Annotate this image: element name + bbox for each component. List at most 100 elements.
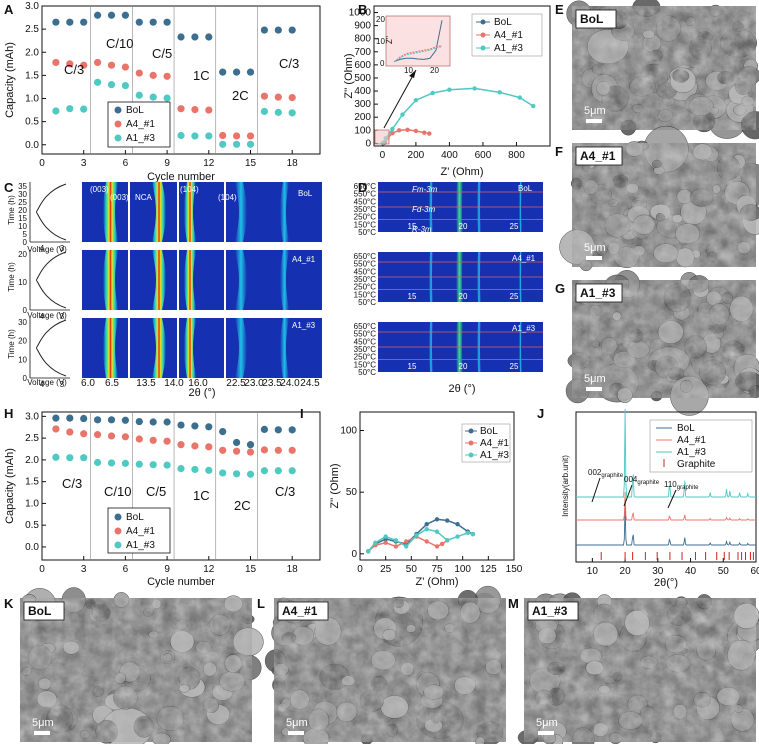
panel-e-sem-image: BoL 5μm (566, 0, 759, 140)
panel-j-legend-graphite: Graphite (677, 459, 716, 470)
panel-m-sem-image: A1_#3 5μm (517, 592, 759, 744)
pi-point-2-1 (373, 540, 378, 545)
semG-scale-label: 5μm (584, 373, 606, 385)
pb-ytick-0: 0 (365, 138, 371, 149)
pa-point-2-17 (288, 109, 296, 117)
panel-h-rate-capability: 0 3 6 9 12 15 18 0.0 0.5 1.0 1.5 2.0 2.5 3.0 C/3 C/10… (4, 411, 321, 588)
panel-c-time-tick-2-1: 10 (18, 355, 27, 364)
pb-ytick-2: 200 (354, 112, 371, 123)
panel-c-volt-tick-2-0: 4 (40, 380, 45, 389)
pa-point-2-9 (177, 131, 185, 140)
pa-point-0-5 (121, 11, 129, 19)
panel-j-legend-a4: A4_#1 (677, 435, 706, 446)
pb-xtick-3: 600 (475, 150, 492, 161)
panel-label-h: H (4, 406, 13, 421)
panel-label-d: D (358, 180, 367, 195)
ph-point-2-5 (121, 459, 129, 467)
panel-a-rate-1: C/3 (64, 62, 84, 77)
pi-series-1 (367, 535, 448, 552)
pb-ytick-8: 800 (354, 34, 371, 45)
pi-point-2-10 (465, 530, 470, 536)
pb-ytick-3: 300 (354, 99, 371, 110)
panel-c-sample-a1: A1_#3 (292, 321, 316, 330)
panel-b-frame (373, 5, 551, 147)
panel-b-inset-xtick-10: 10 (404, 66, 413, 75)
panel-label-j: J (537, 406, 544, 421)
panel-c-volt-label-1: Voltage (V) (27, 245, 67, 254)
pi-xtick-6: 150 (506, 564, 523, 575)
pi-xtick-1: 25 (380, 564, 392, 575)
ph-point-0-9 (177, 421, 185, 429)
pi-ytick-1: 50 (346, 487, 358, 498)
pa-point-0-14 (246, 68, 255, 76)
panel-b-xlabel: Z' (Ohm) (440, 166, 483, 178)
panel-b-legend-bol: BoL (494, 17, 512, 28)
panel-i-xlabel: Z' (Ohm) (415, 576, 458, 588)
pi-xtick-4: 100 (454, 564, 471, 575)
panel-c-xtick-1: 6.5 (105, 378, 119, 389)
panel-c-xtick-8: 24.0 (280, 378, 300, 389)
pb-point-2-7 (472, 86, 477, 91)
panel-a-rate-5: 2C (232, 88, 249, 103)
pa-point-1-16 (274, 93, 282, 101)
panel-j-series-0 (576, 504, 756, 546)
panel-d-temp-2-3: 350°C (354, 345, 377, 354)
ph-point-0-7 (149, 418, 157, 426)
ph-point-0-15 (260, 425, 268, 434)
panel-a-rate-capability: 0 3 6 9 12 15 18 0.0 0.5 1.0 1.5 2.0 2.5 3.0 C/3 C/10… (4, 1, 321, 183)
pb-point-2-6 (447, 87, 452, 92)
semF-scale-bar (586, 256, 602, 260)
pa-ytick-1: 0.5 (25, 117, 39, 128)
panel-b-legend-a4: A4_#1 (494, 30, 523, 41)
panel-c-map-0-peak-1 (152, 182, 166, 242)
pa-point-1-13 (233, 132, 241, 140)
panel-d-temp-0-0: 650°C (354, 182, 377, 191)
panel-c-volt-tick-0-0: 4 (40, 244, 45, 253)
panel-b-inset-ytick-20: 20 (376, 15, 385, 24)
pa-point-0-2 (80, 18, 88, 26)
ph-point-1-4 (107, 432, 116, 440)
panel-c-map-1-peak-1 (152, 250, 166, 310)
panel-d-sample-a1: A1_#3 (512, 324, 536, 333)
panel-d-phase-fd3m: Fd-3m (412, 205, 435, 214)
panel-c-volt-tick-2-1: 3 (60, 380, 65, 389)
pi-point-2-5 (414, 533, 419, 538)
pi-point-0-8 (445, 518, 450, 523)
panel-h-legend-bol: BoL (126, 512, 144, 523)
ph-point-0-1 (66, 414, 74, 422)
semM-tag-box (527, 601, 579, 621)
pa-xtick-3: 9 (164, 158, 170, 169)
panel-j-arrow-0 (591, 477, 601, 503)
panel-d-temp-1-0: 650°C (354, 252, 377, 261)
pa-point-2-15 (260, 107, 268, 116)
ph-point-0-6 (135, 417, 143, 426)
ph-point-0-0 (52, 414, 60, 422)
panel-b-ylabel: Z'' (Ohm) (343, 53, 355, 98)
panel-c-time-tick-0-4: 20 (18, 206, 27, 215)
panel-c-map-2-peak-2 (184, 318, 196, 378)
panel-c-map-1-peak-2 (184, 250, 196, 310)
panel-label-f: F (555, 144, 563, 159)
semL-scale-label: 5μm (286, 717, 308, 729)
panel-h-legend-a4: A4_#1 (126, 526, 155, 537)
panel-k-sem-image: BoL 5μm (20, 587, 264, 744)
ph-point-2-8 (163, 461, 171, 469)
pb-xtick-4: 800 (508, 150, 525, 161)
panel-label-k: K (4, 596, 14, 611)
panel-h-rate-1: C/3 (62, 476, 82, 491)
panel-i-legend-bol: BoL (480, 426, 498, 437)
pi-point-0-7 (434, 517, 440, 522)
panel-d-xtick-1-1: 20 (459, 292, 468, 301)
pb-point-2-9 (517, 95, 523, 100)
panel-c-map-2-break-1 (177, 318, 179, 378)
panel-a-frame (41, 5, 321, 155)
panel-c-sample-bol: BoL (298, 189, 313, 198)
panel-d-xtick-1-0: 15 (408, 292, 417, 301)
panel-h-frame (41, 411, 321, 561)
pa-point-2-8 (163, 94, 171, 102)
panel-h-rate-2: C/10 (104, 484, 131, 499)
semM-texture (524, 598, 756, 742)
pb-xtick-2: 400 (441, 150, 458, 161)
panel-j-legend-bol: BoL (677, 423, 695, 434)
